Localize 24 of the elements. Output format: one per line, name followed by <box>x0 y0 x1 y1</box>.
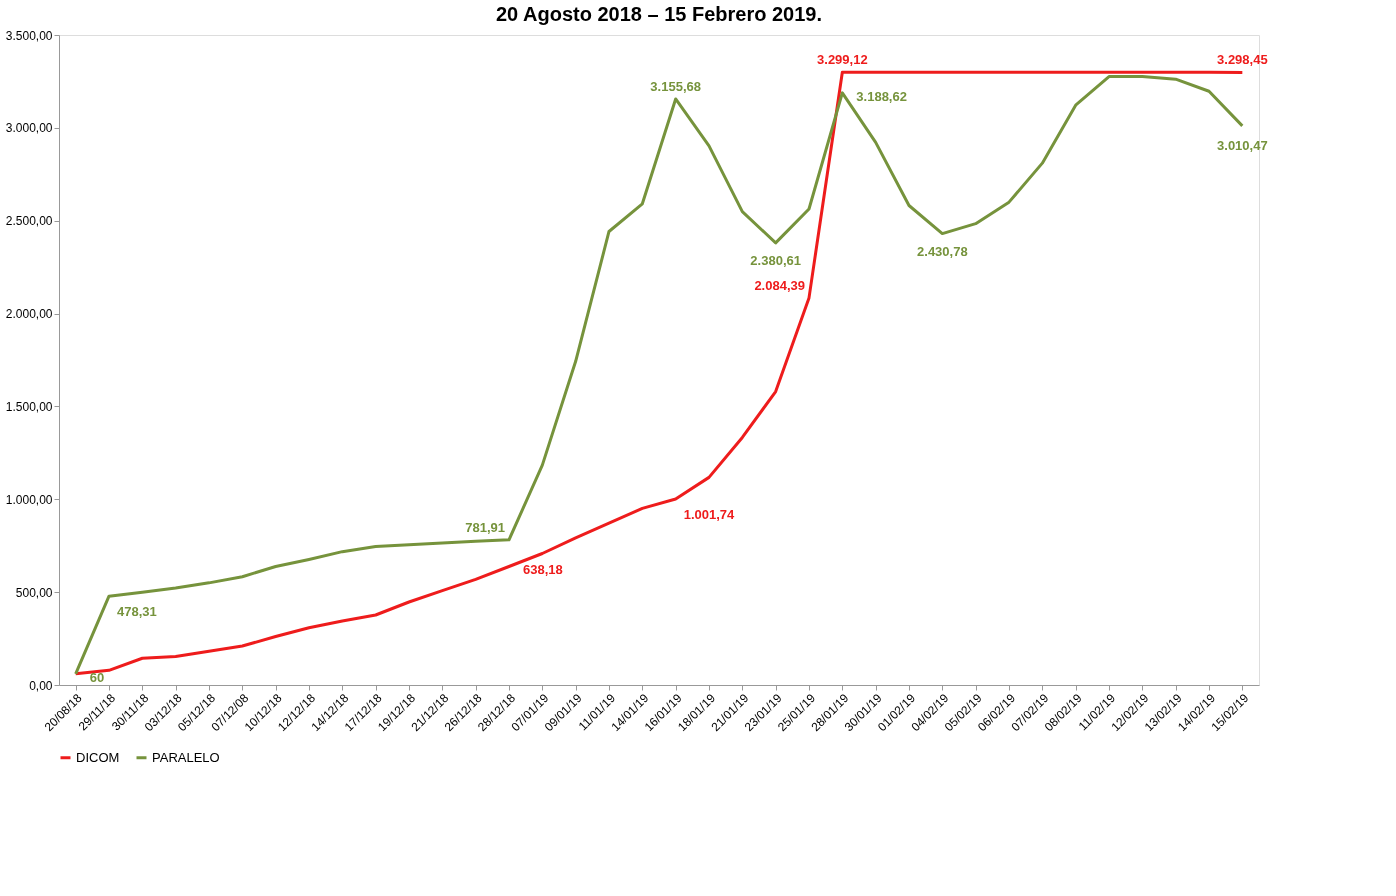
data-label: 638,18 <box>523 562 563 578</box>
legend-label: PARALELO <box>152 749 220 765</box>
data-label: 60 <box>89 669 105 685</box>
y-tick-label: 2.000,00 <box>5 307 53 322</box>
data-label: 3.298,45 <box>1217 52 1268 68</box>
legend-label: DICOM <box>76 749 120 765</box>
data-label: 478,31 <box>117 604 157 620</box>
y-tick-label: 500,00 <box>15 585 53 600</box>
data-label: 3.155,68 <box>650 78 701 94</box>
data-label: 3.010,47 <box>1217 137 1268 153</box>
data-label: 3.299,12 <box>817 52 868 68</box>
y-tick-label: 3.000,00 <box>5 121 53 136</box>
data-label: 3.188,62 <box>856 88 907 104</box>
data-label: 781,91 <box>465 519 505 535</box>
data-label: 2.430,78 <box>917 243 968 259</box>
data-label: 2.084,39 <box>754 277 805 293</box>
data-label: 1.001,74 <box>683 506 736 522</box>
chart-title: 20 Agosto 2018 – 15 Febrero 2019. <box>495 3 823 25</box>
y-tick-label: 1.000,00 <box>5 492 53 507</box>
y-tick-label: 2.500,00 <box>5 214 53 229</box>
y-tick-label: 3.500,00 <box>5 28 53 43</box>
y-tick-label: 1.500,00 <box>5 399 53 414</box>
y-tick-label: 0,00 <box>29 678 53 693</box>
data-label: 2.380,61 <box>750 252 801 268</box>
